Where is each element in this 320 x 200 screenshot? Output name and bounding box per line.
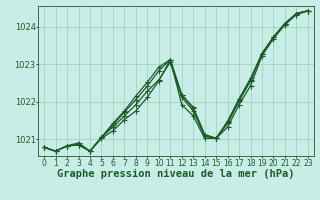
X-axis label: Graphe pression niveau de la mer (hPa): Graphe pression niveau de la mer (hPa) (57, 169, 295, 179)
